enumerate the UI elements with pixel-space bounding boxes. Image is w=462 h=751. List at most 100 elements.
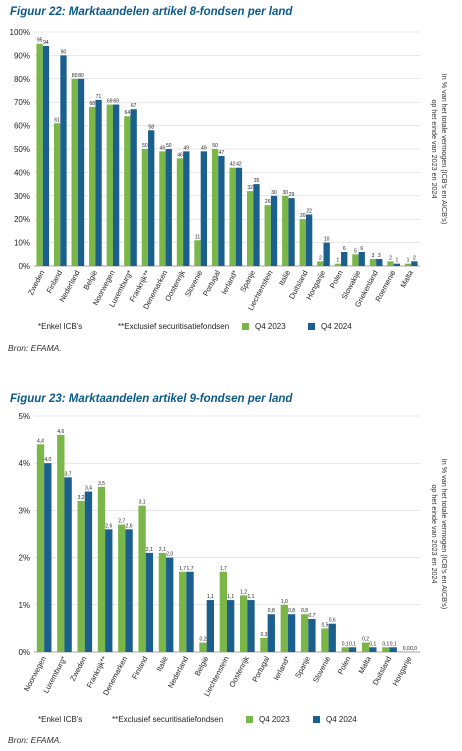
bar xyxy=(179,571,187,652)
x-tick-label: Spanje xyxy=(293,655,312,680)
bar xyxy=(211,149,219,266)
bar xyxy=(387,261,394,266)
bar xyxy=(393,263,400,266)
data-label: 0,8 xyxy=(301,608,308,614)
data-label: 61 xyxy=(54,117,60,123)
data-label: 0,0 xyxy=(403,646,410,652)
x-tick-label: Ierland* xyxy=(272,655,292,682)
figure-23-title: Figuur 23: Marktaandelen artikel 9-fonds… xyxy=(10,393,293,405)
bar xyxy=(348,647,357,652)
y-tick-label: 30% xyxy=(14,192,30,201)
legend-label-q4-2024: Q4 2024 xyxy=(326,715,357,724)
data-label: 0,0 xyxy=(410,646,417,652)
legend-item-q4-2024: Q4 2024 xyxy=(308,322,352,331)
figure-22-legend: *Enkel ICB's **Exclusief securitisatiefo… xyxy=(8,322,448,336)
bar xyxy=(118,524,126,652)
x-tick-label: Hongarije xyxy=(391,655,414,688)
x-tick-label: Nederland xyxy=(166,655,190,690)
bar xyxy=(299,219,306,266)
bar xyxy=(44,463,52,652)
data-label: 0,2 xyxy=(362,637,369,643)
data-label: 50 xyxy=(166,143,172,149)
data-label: 1,7 xyxy=(179,566,186,572)
y-tick-label: 5% xyxy=(18,412,30,421)
bar xyxy=(219,571,227,652)
bar xyxy=(148,130,155,266)
data-label: 2 xyxy=(413,255,416,261)
data-label: 0,3 xyxy=(260,632,267,638)
data-label: 0,1 xyxy=(390,641,397,647)
y-tick-label: 90% xyxy=(14,51,30,60)
legend-item-q4-2024: Q4 2024 xyxy=(313,715,357,724)
y-tick-label: 80% xyxy=(14,75,30,84)
y-tick-label: 0% xyxy=(18,262,30,271)
data-label: 0,5 xyxy=(321,622,328,628)
data-label: 20 xyxy=(300,213,306,219)
bar xyxy=(89,106,96,266)
bar xyxy=(305,214,313,266)
data-label: 68 xyxy=(89,101,95,107)
data-label: 0,7 xyxy=(308,613,315,619)
figure-23-source: Bron: EFAMA. xyxy=(8,735,62,745)
data-label: 4,0 xyxy=(44,457,51,463)
data-label: 1,7 xyxy=(187,566,194,572)
data-label: 69 xyxy=(113,99,119,105)
data-label: 2,1 xyxy=(159,547,166,553)
data-label: 0,1 xyxy=(342,641,349,647)
bar xyxy=(77,500,85,652)
bar xyxy=(282,195,289,266)
bar xyxy=(176,158,184,266)
data-label: 2,7 xyxy=(118,519,125,525)
bar xyxy=(199,642,207,652)
data-label: 1,1 xyxy=(207,594,214,600)
bar xyxy=(389,647,397,652)
bar xyxy=(60,55,67,267)
data-label: 5 xyxy=(354,248,357,254)
data-label: 0,8 xyxy=(288,608,295,614)
bar xyxy=(112,104,120,266)
data-label: 69 xyxy=(107,99,113,105)
bar xyxy=(361,642,370,652)
data-label: 50 xyxy=(142,143,148,149)
y-tick-label: 0% xyxy=(18,648,30,657)
y-tick-label: 50% xyxy=(14,145,30,154)
bar xyxy=(42,46,50,266)
data-label: 2,6 xyxy=(126,523,133,529)
data-label: 0,1 xyxy=(382,641,389,647)
data-label: 30 xyxy=(271,190,277,196)
data-label: 11 xyxy=(195,234,200,240)
legend-note-securitisation: **Exclusief securitisatiefondsen xyxy=(118,322,230,331)
data-label: 0,1 xyxy=(349,641,356,647)
x-tick-label: Polen xyxy=(336,655,353,676)
legend-swatch-q4-2023-icon xyxy=(246,716,253,723)
bar xyxy=(54,123,61,266)
bar xyxy=(106,104,113,266)
data-label: 1 xyxy=(336,258,339,264)
data-label: 94 xyxy=(43,40,49,46)
bar xyxy=(317,261,324,266)
bar xyxy=(64,477,72,652)
x-tick-label: Oostenrijk xyxy=(227,654,251,688)
y-axis-label: In % van het totale vermogen (ICB's en A… xyxy=(440,459,449,610)
bar xyxy=(105,529,113,652)
data-label: 3,1 xyxy=(139,500,146,506)
bar xyxy=(334,263,342,266)
data-label: 22 xyxy=(306,209,312,215)
data-label: 10 xyxy=(324,237,330,243)
data-label: 49 xyxy=(160,145,166,151)
bar xyxy=(260,637,268,652)
bar xyxy=(130,109,137,266)
x-tick-label: Malta xyxy=(356,654,373,675)
data-label: 4,4 xyxy=(37,438,44,444)
data-label: 1,7 xyxy=(220,566,227,572)
x-tick-label: Finland xyxy=(130,655,149,681)
data-label: 3,2 xyxy=(78,495,85,501)
y-axis-label: op het einde van 2023 en 2024 xyxy=(430,484,439,583)
bar xyxy=(227,600,235,652)
x-tick-label: Duitsland xyxy=(371,655,394,687)
bar xyxy=(36,43,43,267)
bar xyxy=(369,258,377,266)
data-label: 2 xyxy=(319,255,322,261)
bar xyxy=(138,505,146,652)
